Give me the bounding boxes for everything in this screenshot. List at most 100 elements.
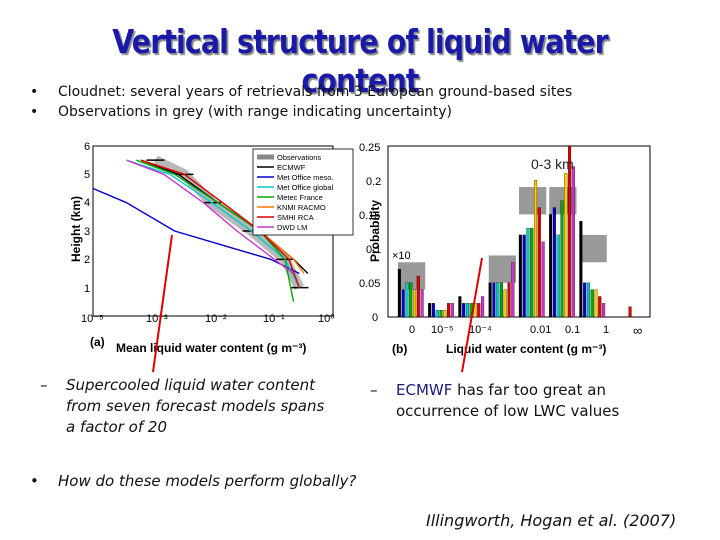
scale-note: ×10 xyxy=(392,250,411,262)
bar xyxy=(571,166,575,318)
legend-label: Met Office meso. xyxy=(277,173,334,182)
bar xyxy=(469,303,473,318)
bar xyxy=(397,268,401,318)
y-axis-label: Probability xyxy=(368,200,382,262)
legend-label: Met Office global xyxy=(277,183,333,192)
bar xyxy=(420,289,424,318)
bullet-text: Observations in grey (with range indicat… xyxy=(58,104,452,120)
x-tick-label: 0.01 xyxy=(530,324,551,336)
panel-label: (b) xyxy=(392,342,407,356)
annotation-right-body: ECMWF has far too great an occurrence of… xyxy=(396,380,681,422)
dash: – xyxy=(370,381,378,399)
bar xyxy=(602,303,606,318)
bullet-list: • Cloudnet: several years of retrievals f… xyxy=(30,82,572,122)
bar xyxy=(435,310,439,318)
pointer-arrow xyxy=(461,257,483,373)
series-line xyxy=(153,155,304,290)
bar xyxy=(465,303,469,318)
y-tick-label: 0.25 xyxy=(359,142,380,154)
bar xyxy=(416,275,420,318)
y-tick-label: 0.15 xyxy=(359,210,380,222)
bar xyxy=(401,289,405,318)
bullet-dot: • xyxy=(30,104,39,120)
bar xyxy=(492,282,496,318)
panel-label: (a) xyxy=(90,335,105,349)
y-axis-label: Height (km) xyxy=(69,196,83,262)
series-line xyxy=(126,159,301,289)
question-text: How do these models perform globally? xyxy=(58,472,357,490)
bar xyxy=(511,262,515,318)
series-line xyxy=(140,159,305,274)
annotation-label: 0-3 km xyxy=(531,156,574,172)
x-axis-label: Mean liquid water content (g m⁻³) xyxy=(116,341,306,355)
y-tick-label: 4 xyxy=(84,197,90,209)
bullet-dot: • xyxy=(30,472,39,490)
bar xyxy=(583,282,587,318)
x-tick-label: 0.1 xyxy=(565,324,580,336)
bar xyxy=(526,227,530,318)
annotation-right: – ECMWF has far too great an occurrence o… xyxy=(370,380,690,422)
bar xyxy=(590,289,594,318)
series-line xyxy=(140,159,309,274)
bar xyxy=(537,207,541,318)
bar xyxy=(431,303,435,318)
bar xyxy=(556,234,560,318)
y-tick-label: 0.2 xyxy=(366,176,381,188)
bar xyxy=(503,289,507,318)
model-name: ECMWF xyxy=(396,381,453,399)
bar xyxy=(549,214,553,318)
bullet-item: • Cloudnet: several years of retrievals f… xyxy=(30,82,572,102)
legend-label: ECMWF xyxy=(277,163,306,172)
bar xyxy=(552,207,556,318)
bar xyxy=(586,282,590,318)
y-tick-label: 0.1 xyxy=(366,244,381,256)
panel-a-chart: 10⁻⁵ 10⁻³ 10⁻² 10⁻¹ 10⁰ 1 2 3 4 5 6 Mean… xyxy=(69,141,354,355)
bar xyxy=(447,303,451,318)
bullet-dot: • xyxy=(30,84,39,100)
bar xyxy=(598,296,602,318)
panel-b-chart: 0-3 km ×10 0 0.05 0.1 0.15 0.2 0.25 0 10… xyxy=(359,142,651,356)
bar xyxy=(541,241,545,318)
bar xyxy=(579,221,583,318)
y-tick-label: 3 xyxy=(84,226,90,238)
observation-range xyxy=(398,262,426,290)
x-tick-label: 10⁻³ xyxy=(146,313,168,325)
observation-range xyxy=(549,187,577,215)
bar xyxy=(568,145,572,318)
x-tick-label: 1 xyxy=(603,324,609,336)
bar xyxy=(488,282,492,318)
y-tick-label: 6 xyxy=(84,141,90,153)
bar xyxy=(560,200,564,318)
bar xyxy=(428,303,432,318)
annotation-right-text: has far too great an occurrence of low L… xyxy=(396,381,620,420)
legend-label: Metec France xyxy=(277,193,323,202)
observation-range xyxy=(488,255,516,283)
bar xyxy=(564,173,568,318)
bar xyxy=(533,180,538,318)
question: • How do these models perform globally? xyxy=(30,472,356,490)
y-tick-label: 5 xyxy=(84,169,90,181)
bar xyxy=(443,310,447,318)
bar xyxy=(462,303,466,318)
bar xyxy=(450,303,454,318)
x-tick-label: 10⁻⁵ xyxy=(81,313,104,325)
bar xyxy=(412,289,417,318)
observation-range xyxy=(519,187,547,215)
x-tick-label: 10⁻⁵ xyxy=(431,324,454,336)
bar xyxy=(481,296,485,318)
legend-label: Observations xyxy=(277,153,321,162)
pointer-arrow xyxy=(152,234,173,373)
bar xyxy=(499,282,504,318)
bar xyxy=(530,227,534,318)
legend-label: DWD LM xyxy=(277,223,307,232)
series-line xyxy=(140,159,301,288)
bullet-item: • Observations in grey (with range indica… xyxy=(30,102,572,122)
panel-a-frame xyxy=(92,145,334,317)
y-tick-label: 0 xyxy=(372,312,378,324)
bar xyxy=(522,234,526,318)
citation: Illingworth, Hogan et al. (2007) xyxy=(426,511,677,530)
dash: – xyxy=(40,376,48,394)
series-line xyxy=(92,187,300,275)
y-tick-label: 0.05 xyxy=(359,278,380,290)
